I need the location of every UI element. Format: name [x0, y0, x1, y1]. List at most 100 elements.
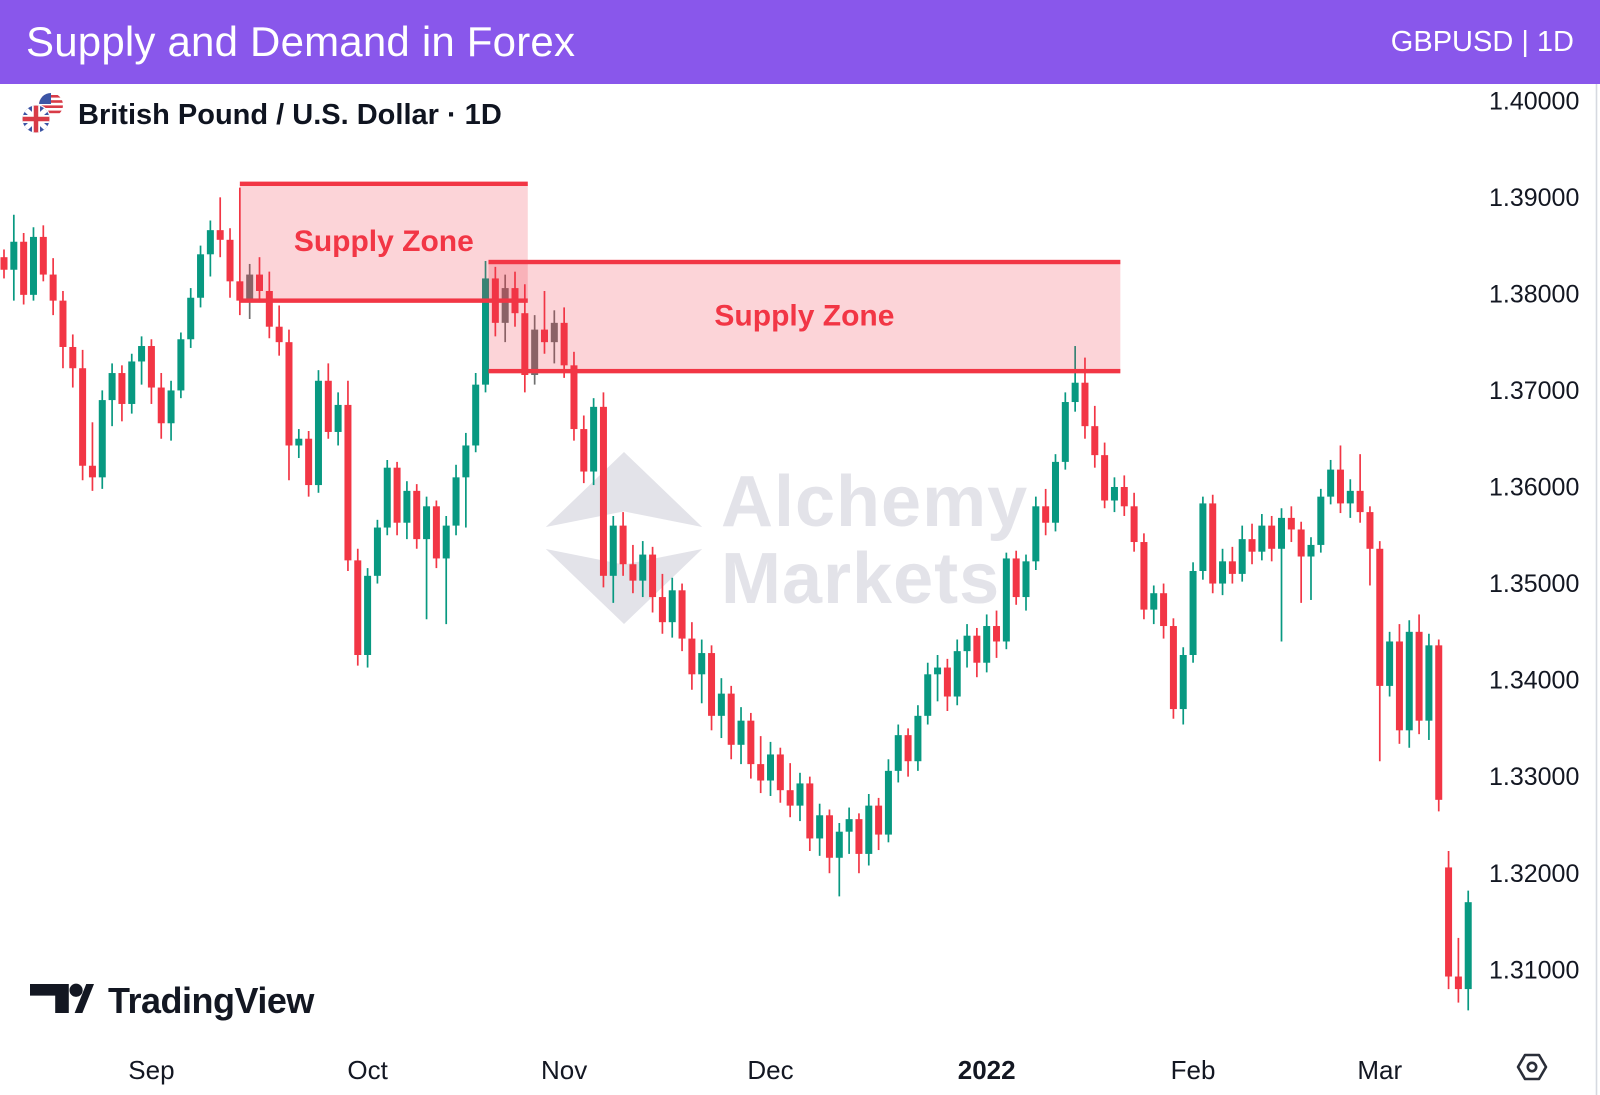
candle-body	[1101, 455, 1109, 501]
candle-body	[128, 361, 136, 404]
candle-body	[98, 400, 106, 478]
month-label[interactable]: Oct	[347, 1055, 388, 1085]
candle-body	[1061, 402, 1069, 462]
candle-body	[49, 274, 57, 301]
candle-body	[1209, 503, 1217, 584]
month-label[interactable]: Sep	[128, 1055, 174, 1085]
candle-body	[1189, 570, 1197, 656]
candle-body	[236, 281, 244, 301]
candle-body	[187, 297, 195, 340]
candle-body	[216, 230, 224, 240]
candle-body	[865, 805, 873, 854]
candle-body	[1169, 626, 1177, 710]
candle-body	[609, 525, 617, 576]
candle-body	[796, 783, 804, 806]
month-label[interactable]: Feb	[1171, 1055, 1216, 1085]
candle-body	[285, 342, 293, 446]
candle-body	[570, 365, 578, 430]
candle-body	[845, 819, 853, 832]
candle-body	[1022, 561, 1030, 598]
candle-body	[265, 290, 273, 327]
candle-body	[383, 467, 391, 528]
candle-body	[256, 274, 264, 291]
candle-body	[540, 329, 548, 343]
candle-body	[197, 254, 205, 298]
month-label[interactable]: 2022	[958, 1055, 1016, 1085]
candle-body	[934, 667, 942, 675]
candle-body	[619, 525, 627, 565]
candle-body	[29, 236, 37, 295]
candle-body	[167, 390, 175, 424]
supply-zone-area[interactable]	[488, 262, 1121, 372]
month-label[interactable]: Dec	[747, 1055, 793, 1085]
gbp-usd-flag-icon	[21, 92, 66, 139]
price-label[interactable]: 1.32000	[1489, 860, 1579, 888]
price-label[interactable]: 1.33000	[1489, 763, 1579, 791]
candle-body	[894, 735, 902, 771]
tradingview-branding[interactable]: TradingView	[30, 980, 314, 1022]
price-label[interactable]: 1.37000	[1489, 377, 1579, 405]
price-label[interactable]: 1.35000	[1489, 570, 1579, 598]
candle-body	[69, 346, 77, 369]
candle-body	[1395, 641, 1403, 731]
candle-body	[1268, 525, 1276, 549]
candle-body	[629, 564, 637, 581]
candle-body	[314, 380, 322, 486]
candle-body	[875, 805, 883, 835]
month-label[interactable]: Mar	[1357, 1055, 1402, 1085]
candle-body	[717, 693, 725, 716]
month-label[interactable]: Nov	[541, 1055, 587, 1085]
candle-body	[668, 590, 676, 623]
candle-body	[1199, 503, 1207, 571]
candle-body	[1258, 525, 1266, 552]
candle-body	[943, 667, 951, 697]
tradingview-logo-icon	[30, 982, 94, 1020]
candle-body	[1110, 486, 1118, 501]
price-label[interactable]: 1.40000	[1489, 87, 1579, 115]
symbol-name: British Pound / U.S. Dollar · 1D	[78, 99, 502, 131]
candle-body	[1140, 542, 1148, 610]
candle-body	[1081, 382, 1089, 427]
candle-body	[403, 490, 411, 523]
candle-body	[531, 329, 539, 375]
alchemy-diamond-icon	[545, 452, 703, 629]
candle-body	[1405, 631, 1413, 731]
candle-body	[1150, 593, 1158, 610]
candle-body	[658, 597, 666, 623]
candle-body	[157, 387, 165, 424]
candle-body	[963, 635, 971, 652]
candle-body	[855, 819, 863, 854]
axis-settings-icon[interactable]	[1516, 1052, 1548, 1087]
candle-body	[924, 674, 932, 716]
candle-body	[550, 322, 558, 343]
candle-body	[0, 257, 8, 270]
price-label[interactable]: 1.31000	[1489, 956, 1579, 984]
candle-body	[590, 406, 598, 472]
candle-body	[88, 465, 96, 478]
candle-body	[1071, 382, 1079, 403]
candle-body	[580, 429, 588, 472]
candle-body	[1445, 867, 1453, 977]
candle-body	[442, 525, 450, 559]
candle-body	[747, 720, 755, 765]
candle-body	[246, 274, 254, 301]
candle-body	[973, 635, 981, 663]
price-label[interactable]: 1.39000	[1489, 184, 1579, 212]
candle-body	[1160, 593, 1168, 627]
candle-body	[1307, 544, 1315, 557]
candle-body	[295, 438, 303, 446]
price-label[interactable]: 1.36000	[1489, 474, 1579, 502]
supply-zone-area[interactable]	[239, 183, 528, 301]
price-label[interactable]: 1.38000	[1489, 280, 1579, 308]
candle-body	[147, 346, 155, 388]
candle-body	[688, 638, 696, 675]
supply-zone-label: Supply Zone	[714, 299, 894, 332]
candle-body	[1454, 976, 1462, 990]
price-label[interactable]: 1.34000	[1489, 667, 1579, 695]
candle-body	[649, 554, 657, 598]
candle-body	[226, 239, 234, 282]
candle-body	[1297, 529, 1305, 557]
candle-body	[1219, 561, 1227, 584]
